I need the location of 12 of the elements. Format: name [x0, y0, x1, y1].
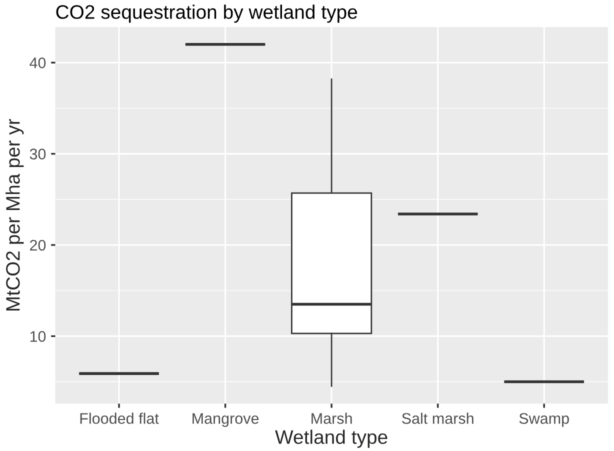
x-tick-label: Marsh — [312, 412, 352, 424]
x-axis-title: Wetland type — [275, 430, 388, 448]
x-tick-label: Flooded flat — [80, 412, 159, 424]
y-tick-label: 30 — [30, 148, 46, 160]
y-tick-label: 40 — [30, 57, 46, 68]
y-tick-label: 10 — [30, 331, 46, 342]
x-tick-label: Swamp — [519, 413, 569, 427]
x-tick-label: Salt marsh — [402, 412, 474, 424]
y-axis-title: MtCO2 per Mha per yr — [6, 118, 24, 310]
y-tick-label: 20 — [30, 240, 46, 251]
x-tick-label: Mangrove — [192, 413, 259, 427]
chart-title: CO2 sequestration by wetland type — [56, 4, 358, 23]
